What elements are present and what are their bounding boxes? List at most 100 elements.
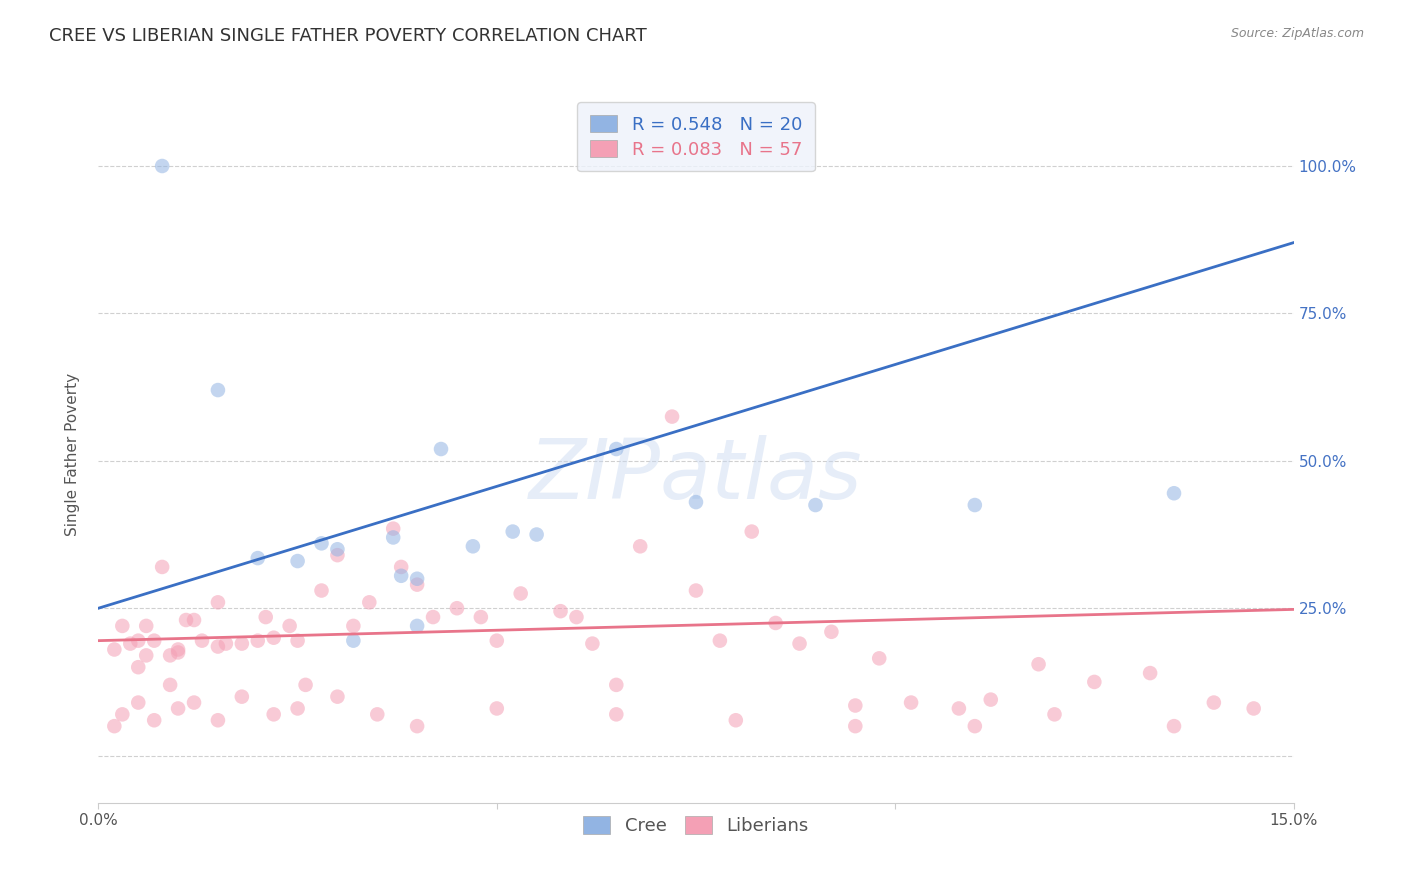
Point [127, 633, 149, 648]
Point [342, 619, 364, 633]
Point [183, 613, 205, 627]
Legend: Cree, Liberians: Cree, Liberians [572, 805, 820, 846]
Point [900, 696, 922, 710]
Point [215, 637, 238, 651]
Point [685, 583, 707, 598]
Point [366, 707, 388, 722]
Point [127, 660, 149, 674]
Point [359, 595, 381, 609]
Text: ZIPatlas: ZIPatlas [529, 435, 863, 516]
Point [1083, 674, 1105, 689]
Point [446, 601, 468, 615]
Point [1043, 707, 1066, 722]
Point [470, 610, 492, 624]
Point [263, 707, 285, 722]
Point [287, 554, 309, 568]
Point [174, 613, 197, 627]
Point [183, 696, 205, 710]
Point [167, 642, 190, 657]
Point [502, 524, 524, 539]
Point [150, 560, 173, 574]
Point [143, 633, 166, 648]
Point [1243, 701, 1265, 715]
Point [326, 542, 349, 557]
Point [127, 696, 149, 710]
Point [254, 610, 277, 624]
Point [1163, 486, 1185, 500]
Point [207, 640, 229, 654]
Point [709, 633, 731, 648]
Text: CREE VS LIBERIAN SINGLE FATHER POVERTY CORRELATION CHART: CREE VS LIBERIAN SINGLE FATHER POVERTY C… [49, 27, 647, 45]
Point [406, 577, 429, 591]
Point [143, 713, 166, 727]
Point [287, 633, 309, 648]
Point [120, 637, 142, 651]
Point [103, 642, 125, 657]
Point [565, 610, 588, 624]
Point [246, 551, 269, 566]
Point [963, 719, 986, 733]
Point [342, 633, 364, 648]
Point [605, 678, 627, 692]
Point [135, 648, 157, 663]
Point [724, 713, 747, 727]
Point [605, 442, 627, 456]
Point [207, 383, 229, 397]
Point [422, 610, 444, 624]
Point [461, 539, 484, 553]
Point [406, 619, 429, 633]
Point [485, 633, 508, 648]
Point [231, 690, 253, 704]
Point [509, 586, 531, 600]
Point [628, 539, 651, 553]
Point [820, 624, 842, 639]
Point [326, 690, 349, 704]
Point [382, 531, 405, 545]
Point [844, 698, 866, 713]
Point [963, 498, 986, 512]
Point [685, 495, 707, 509]
Point [326, 548, 349, 562]
Point [661, 409, 683, 424]
Point [980, 692, 1002, 706]
Y-axis label: Single Father Poverty: Single Father Poverty [65, 374, 80, 536]
Point [278, 619, 301, 633]
Point [167, 645, 190, 659]
Point [1028, 657, 1050, 672]
Point [1139, 666, 1161, 681]
Text: Source: ZipAtlas.com: Source: ZipAtlas.com [1230, 27, 1364, 40]
Point [311, 583, 333, 598]
Point [135, 619, 157, 633]
Point [406, 719, 429, 733]
Point [868, 651, 890, 665]
Point [150, 159, 173, 173]
Point [1163, 719, 1185, 733]
Point [789, 637, 811, 651]
Point [311, 536, 333, 550]
Point [103, 719, 125, 733]
Point [231, 637, 253, 651]
Point [159, 678, 181, 692]
Point [948, 701, 970, 715]
Point [550, 604, 572, 618]
Point [207, 595, 229, 609]
Point [844, 719, 866, 733]
Point [111, 707, 134, 722]
Point [765, 615, 787, 630]
Point [246, 633, 269, 648]
Point [389, 569, 412, 583]
Point [111, 619, 134, 633]
Point [485, 701, 508, 715]
Point [581, 637, 603, 651]
Point [294, 678, 316, 692]
Point [159, 648, 181, 663]
Point [382, 522, 405, 536]
Point [430, 442, 453, 456]
Point [167, 701, 190, 715]
Point [207, 713, 229, 727]
Point [804, 498, 827, 512]
Point [389, 560, 412, 574]
Point [1202, 696, 1225, 710]
Point [526, 527, 548, 541]
Point [741, 524, 763, 539]
